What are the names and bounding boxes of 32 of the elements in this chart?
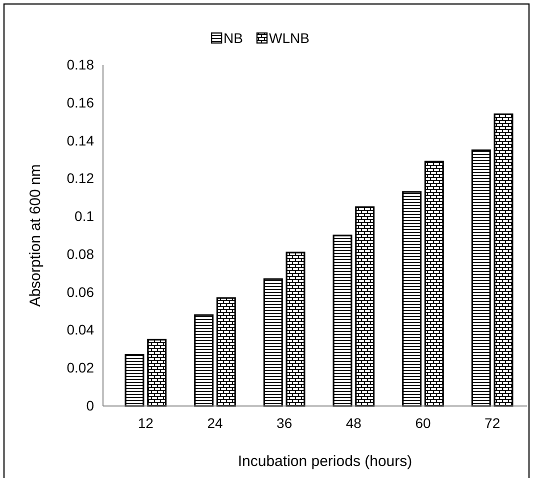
bar: [124, 354, 144, 407]
y-tick-label: 0.16: [66, 94, 94, 110]
legend-label: NB: [224, 30, 243, 46]
bar: [402, 191, 422, 407]
y-tick-label: 0.14: [66, 132, 94, 148]
bar: [424, 160, 444, 407]
bar: [263, 278, 283, 407]
x-tick-label: 48: [346, 414, 362, 431]
x-tick-label: 12: [138, 414, 154, 431]
x-tick-label: 72: [484, 414, 500, 431]
bar: [216, 297, 236, 407]
y-tick-label: 0.18: [66, 56, 94, 72]
y-tick-label: 0.04: [66, 322, 94, 338]
bar: [332, 234, 352, 407]
y-tick-label: 0.1: [74, 208, 94, 224]
bar: [355, 206, 375, 407]
y-tick-label: 0: [86, 397, 94, 414]
bar: [194, 314, 214, 407]
y-axis-title: Absorption at 600 nm: [27, 164, 44, 307]
bar: [471, 149, 491, 407]
x-tick-label: 24: [207, 414, 223, 431]
y-tick-label: 0.02: [66, 360, 94, 376]
bar: [494, 113, 514, 407]
x-axis-title: Incubation periods (hours): [238, 453, 412, 470]
x-tick-label: 60: [415, 414, 431, 431]
y-tick-label: 0.08: [66, 246, 94, 262]
x-tick-label: 36: [276, 414, 292, 431]
y-tick-label: 0.06: [66, 284, 94, 300]
legend-label: WLNB: [269, 30, 310, 46]
bar: [147, 338, 167, 407]
y-tick-label: 0.12: [66, 170, 94, 186]
bar: [286, 252, 306, 407]
